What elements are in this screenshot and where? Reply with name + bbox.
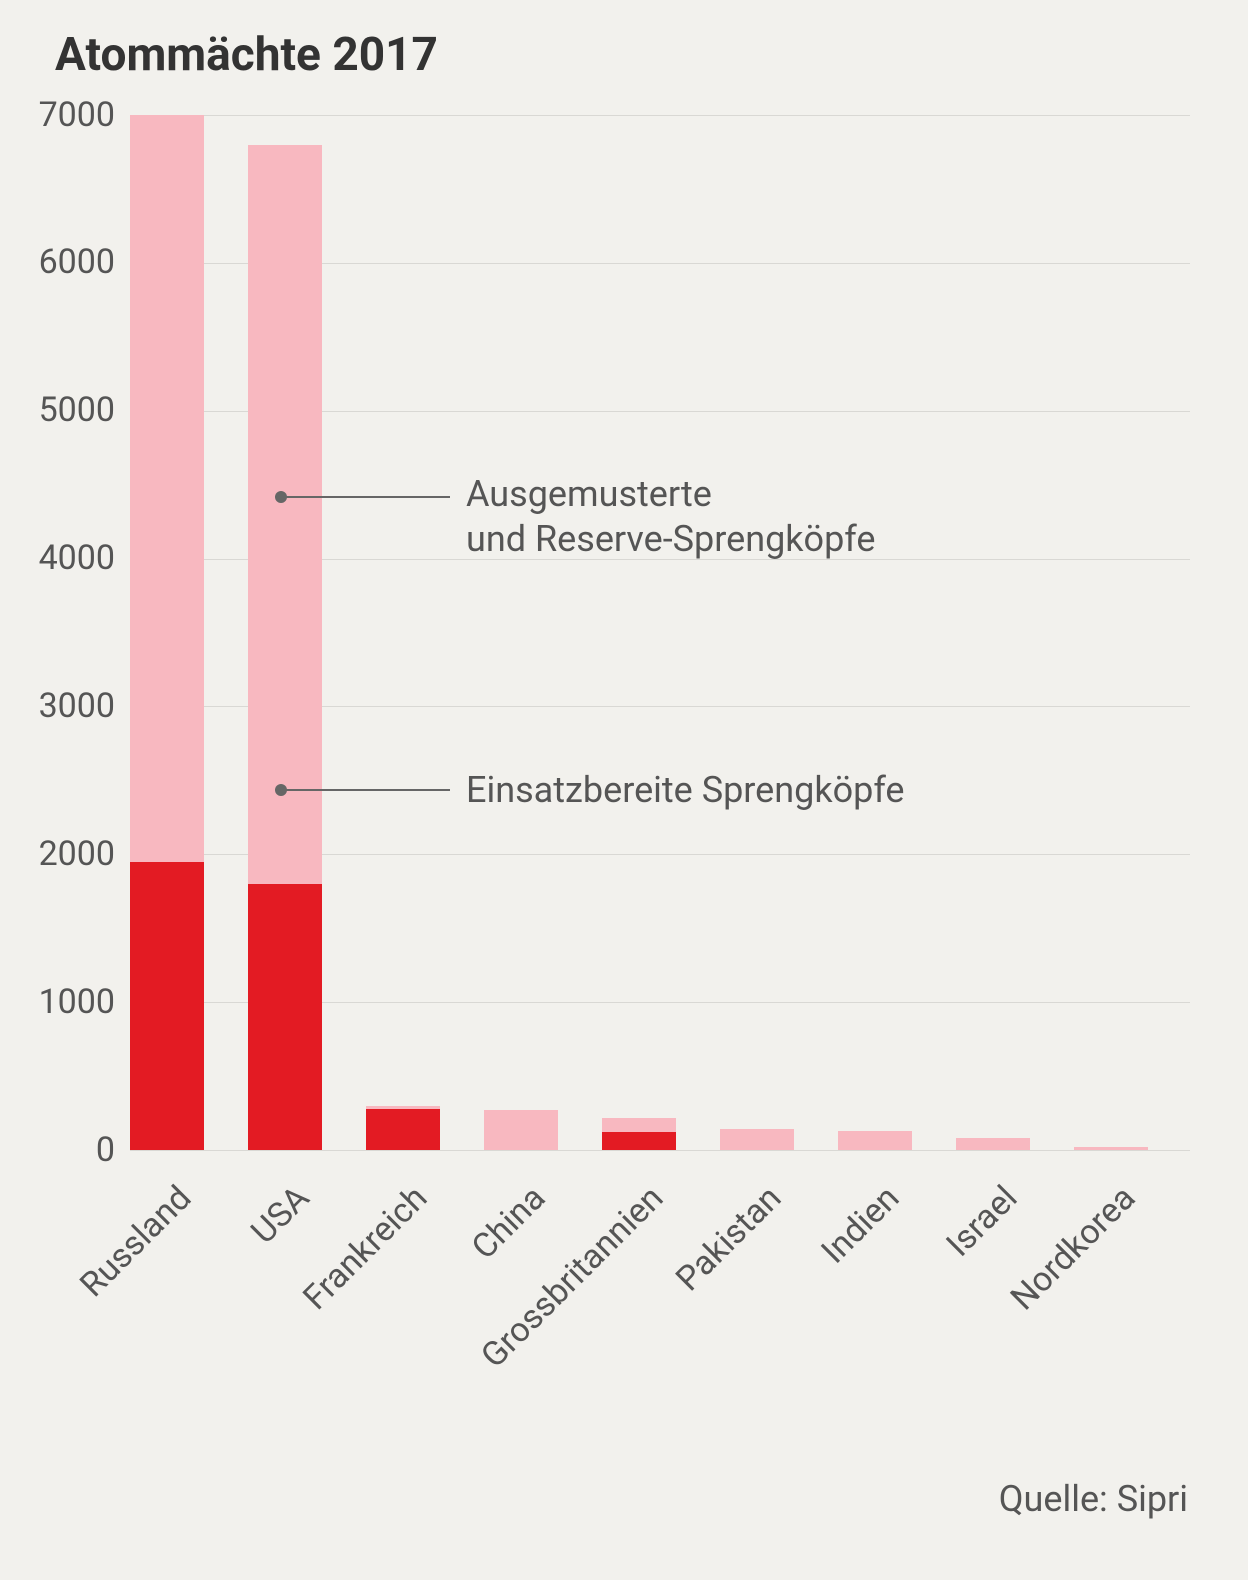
bar-segment-deployed bbox=[602, 1132, 676, 1150]
y-axis-tick-label: 4000 bbox=[20, 538, 115, 578]
y-axis-tick-label: 3000 bbox=[20, 686, 115, 726]
y-axis-tick-label: 5000 bbox=[20, 390, 115, 430]
bar-segment-reserve bbox=[484, 1110, 558, 1150]
bar-group bbox=[602, 115, 676, 1150]
annotation-label: Einsatzbereite Sprengköpfe bbox=[466, 768, 905, 813]
y-axis-tick-label: 7000 bbox=[20, 95, 115, 135]
bar-group bbox=[484, 115, 558, 1150]
bar-segment-reserve bbox=[720, 1129, 794, 1150]
bar-group bbox=[366, 115, 440, 1150]
x-axis-tick-label: Russland bbox=[72, 1178, 199, 1305]
bar-segment-deployed bbox=[248, 884, 322, 1150]
chart-plot-area: 01000200030004000500060007000RusslandUSA… bbox=[130, 115, 1190, 1150]
y-axis-tick-label: 0 bbox=[20, 1130, 115, 1170]
bar-segment-reserve bbox=[130, 115, 204, 862]
bar-segment-deployed bbox=[130, 862, 204, 1150]
x-axis-tick-label: Indien bbox=[813, 1178, 907, 1272]
bar-segment-reserve bbox=[956, 1138, 1030, 1150]
bar-segment-deployed bbox=[366, 1109, 440, 1150]
y-axis-tick-label: 1000 bbox=[20, 982, 115, 1022]
x-axis-tick-label: USA bbox=[243, 1178, 317, 1252]
bar-group bbox=[248, 115, 322, 1150]
bar-group bbox=[838, 115, 912, 1150]
gridline bbox=[130, 1150, 1190, 1151]
chart-source: Quelle: Sipri bbox=[999, 1478, 1188, 1520]
bar-segment-reserve bbox=[366, 1106, 440, 1109]
x-axis-tick-label: Pakistan bbox=[668, 1178, 789, 1299]
x-axis-tick-label: China bbox=[464, 1178, 553, 1267]
x-axis-tick-label: Frankreich bbox=[295, 1178, 435, 1318]
x-axis-tick-label: Nordkorea bbox=[1003, 1178, 1143, 1318]
bar-group bbox=[1074, 115, 1148, 1150]
bar-group bbox=[130, 115, 204, 1150]
bar-segment-reserve bbox=[248, 145, 322, 884]
bar-segment-reserve bbox=[602, 1118, 676, 1132]
annotation-label: Ausgemusterteund Reserve-Sprengköpfe bbox=[466, 472, 875, 562]
bar-segment-reserve bbox=[1074, 1147, 1148, 1150]
bar-segment-reserve bbox=[838, 1131, 912, 1150]
bar-group bbox=[956, 115, 1030, 1150]
y-axis-tick-label: 2000 bbox=[20, 834, 115, 874]
bar-group bbox=[720, 115, 794, 1150]
x-axis-tick-label: Israel bbox=[938, 1178, 1025, 1265]
y-axis-tick-label: 6000 bbox=[20, 242, 115, 282]
chart-title: Atommächte 2017 bbox=[55, 28, 438, 82]
